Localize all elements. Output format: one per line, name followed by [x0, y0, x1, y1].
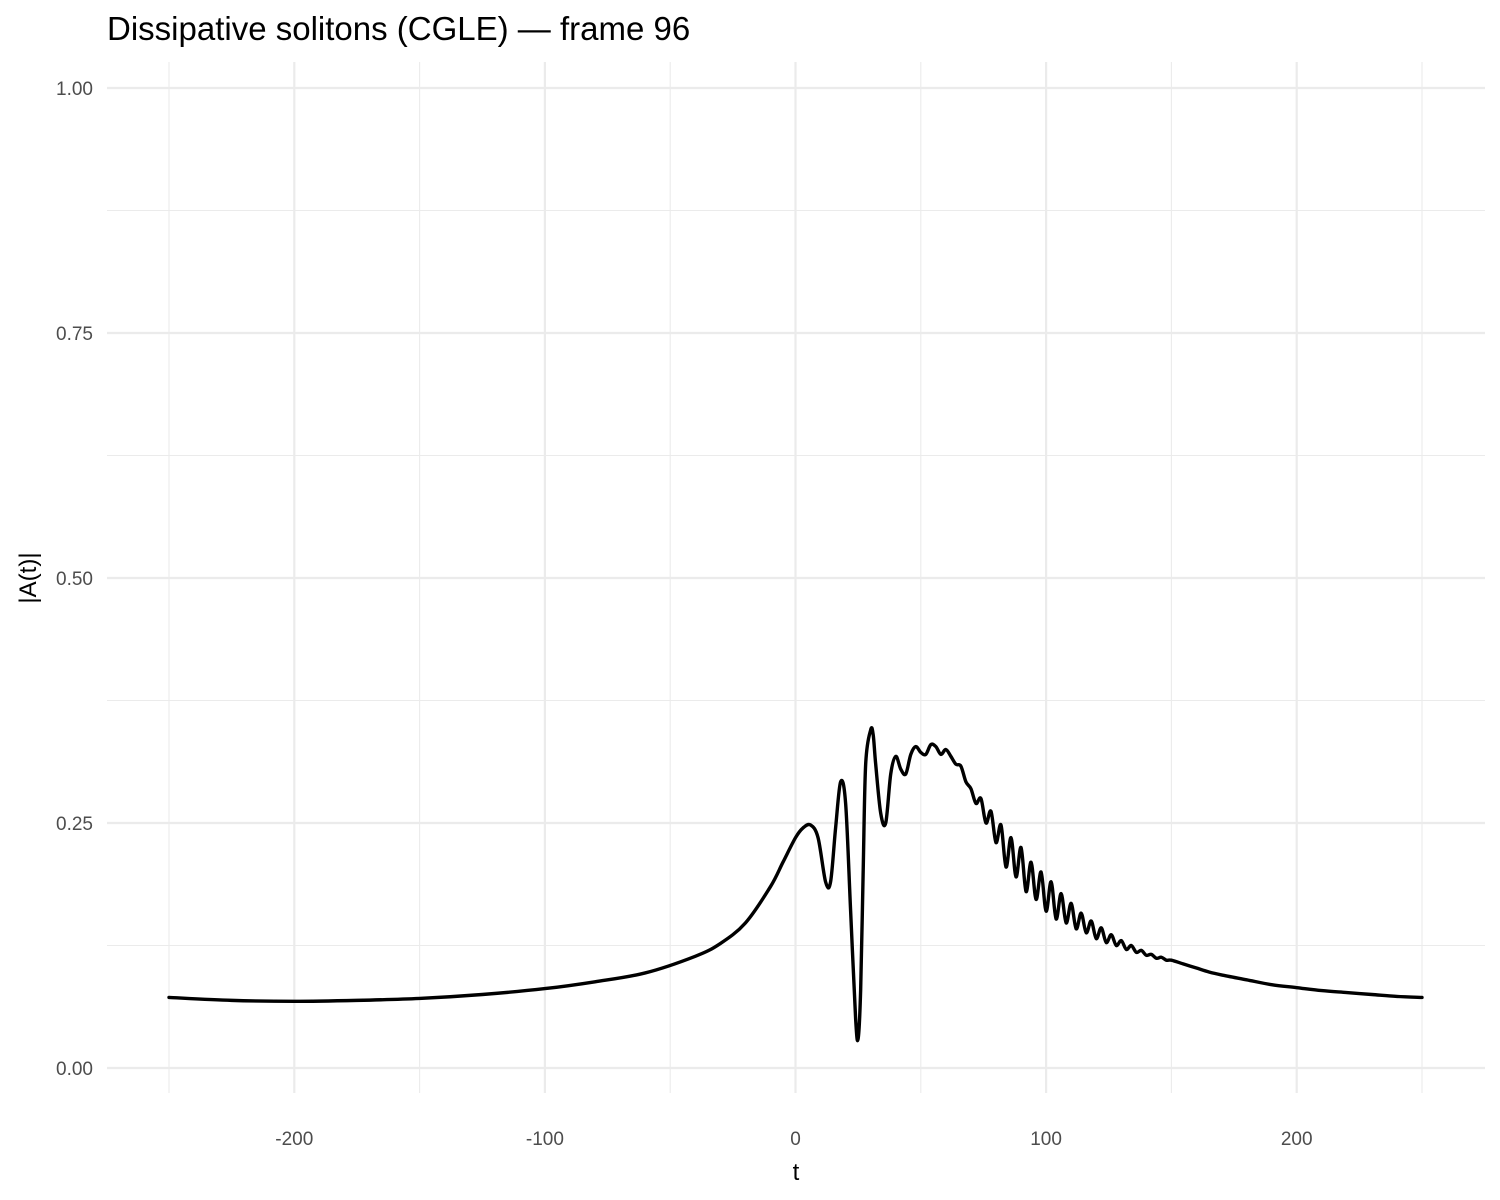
y-tick-label: 0.75: [56, 324, 93, 345]
chart-title: Dissipative solitons (CGLE) — frame 96: [107, 10, 690, 47]
y-axis-label: |A(t)|: [15, 552, 42, 603]
series-line: [167, 726, 1424, 1043]
y-tick-label: 0.00: [56, 1059, 93, 1080]
y-tick-label: 0.50: [56, 569, 93, 590]
x-tick-label: -200: [275, 1129, 313, 1150]
x-axis-label: t: [793, 1159, 800, 1186]
y-tick-label: 0.25: [56, 814, 93, 835]
x-tick-label: -100: [526, 1129, 564, 1150]
y-axis-ticks: 0.00 0.25 0.50 0.75 1.00: [56, 79, 93, 1080]
major-gridlines: [107, 62, 1485, 1093]
y-tick-label: 1.00: [56, 79, 93, 100]
x-tick-label: 0: [790, 1129, 801, 1150]
x-tick-label: 200: [1281, 1129, 1313, 1150]
x-axis-ticks: -200 -100 0 100 200: [275, 1129, 1312, 1150]
x-tick-label: 100: [1030, 1129, 1062, 1150]
